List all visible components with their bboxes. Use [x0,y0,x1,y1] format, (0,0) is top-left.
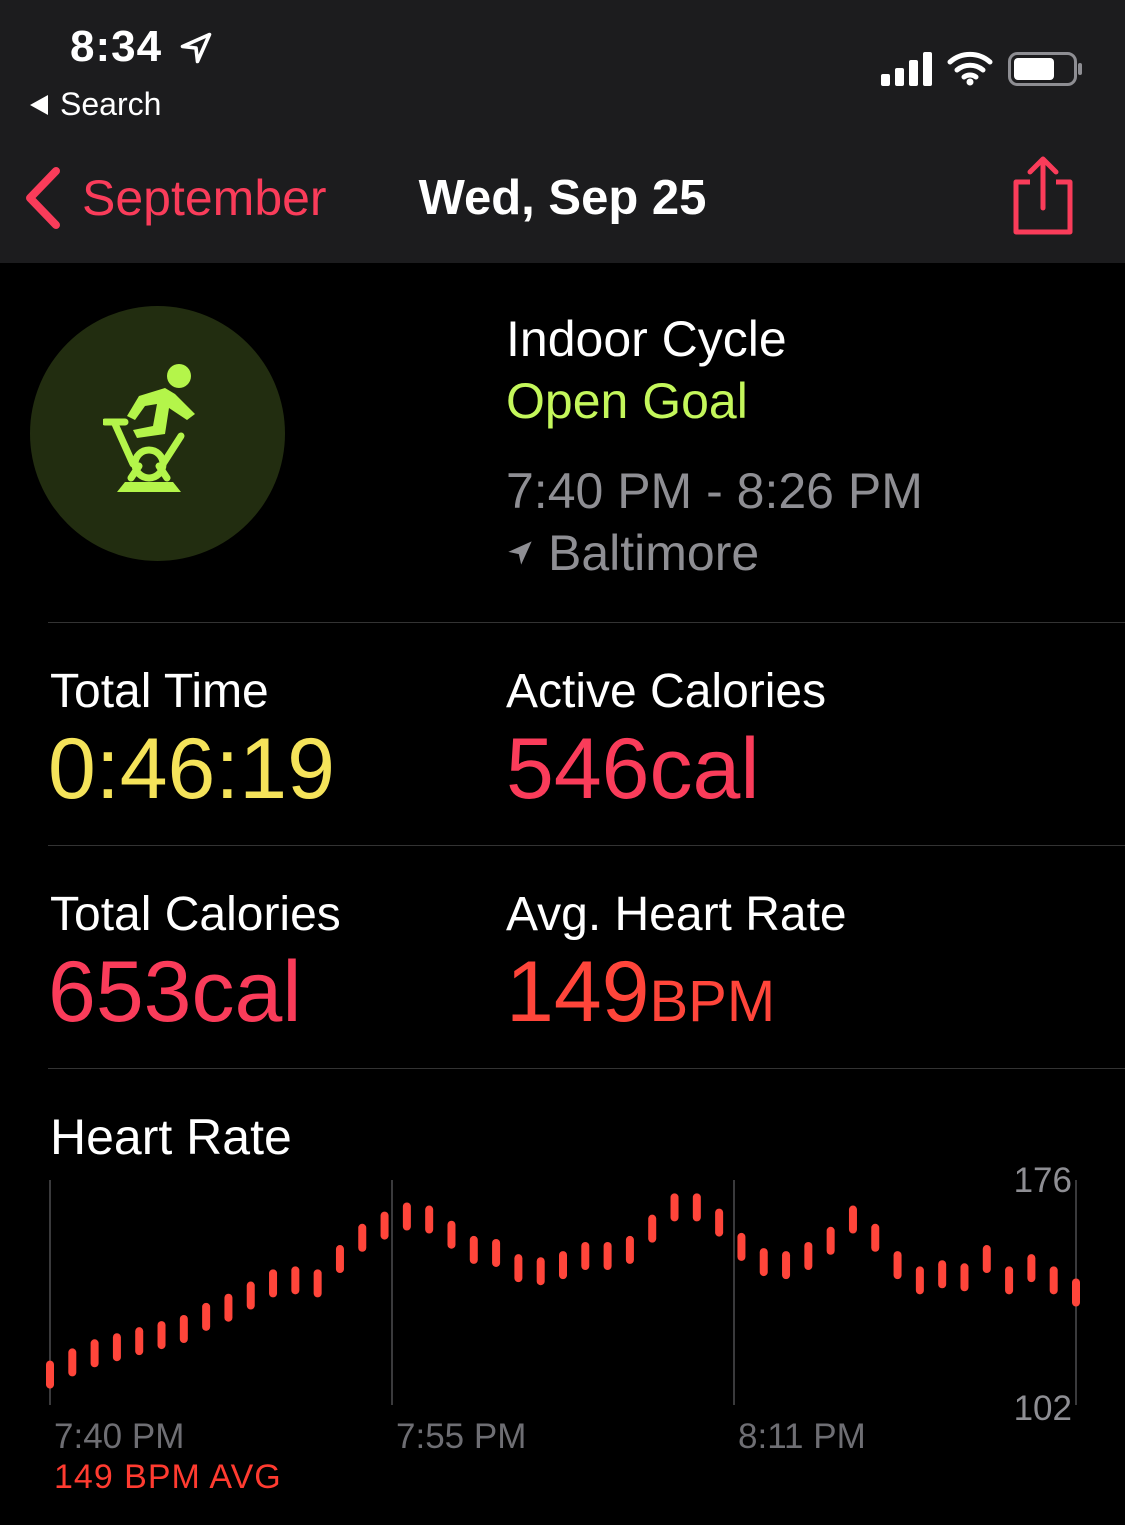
heart-rate-point [469,1235,478,1264]
x-tick-label: 8:11 PM [738,1417,866,1456]
back-button-label: September [82,170,327,226]
heart-rate-point [90,1339,99,1368]
y-min-label: 102 [1014,1389,1072,1428]
workout-goal: Open Goal [506,373,748,429]
heart-rate-avg-label: 149 BPM AVG [54,1458,282,1496]
avg-heart-rate-value: 149BPM [506,943,775,1042]
x-tick-label: 7:40 PM [54,1417,184,1456]
heart-rate-point [603,1242,612,1271]
workout-title: Indoor Cycle [506,311,787,367]
heart-rate-point [1049,1266,1058,1295]
heart-rate-point [625,1235,634,1264]
heart-rate-point [826,1226,835,1255]
page-title: Wed, Sep 25 [0,170,1125,226]
total-time-value: 0:46:19 [48,721,335,817]
location-arrow-icon [508,541,532,565]
y-max-label: 176 [1014,1161,1072,1200]
x-tick-label: 7:55 PM [396,1417,526,1456]
back-button-september[interactable]: September [22,165,327,231]
chart-x-labels: 7:40 PM 7:55 PM 8:11 PM [54,1417,866,1456]
heart-rate-point [848,1205,857,1234]
heart-rate-point [179,1314,188,1343]
total-time-label: Total Time [50,665,269,718]
workout-time-range: 7:40 PM - 8:26 PM [506,463,923,519]
heart-rate-point [938,1260,947,1289]
wifi-icon [947,51,993,86]
workout-type-badge [30,306,285,561]
back-triangle-icon [30,94,48,115]
heart-rate-point [380,1211,389,1240]
status-time: 8:34 [70,22,163,71]
heart-rate-point [313,1269,322,1298]
chevron-left-icon [26,167,60,229]
heart-rate-point [759,1248,768,1277]
heart-rate-point [715,1208,724,1237]
avg-heart-rate-label: Avg. Heart Rate [506,888,847,941]
heart-rate-point [157,1321,166,1350]
heart-rate-point [960,1263,969,1292]
heart-rate-point [224,1293,233,1322]
heart-rate-point [492,1238,501,1267]
heart-rate-point [112,1333,121,1362]
active-calories-label: Active Calories [506,665,827,718]
heart-rate-point [982,1245,991,1274]
indoor-cycle-icon [102,363,195,492]
heart-rate-point [402,1202,411,1231]
active-calories-value: 546cal [506,721,760,817]
heart-rate-point [692,1193,701,1222]
heart-rate-point [68,1348,77,1377]
heart-rate-point [804,1242,813,1271]
heart-rate-point [915,1266,924,1295]
divider [48,622,1125,623]
heart-rate-point [269,1269,278,1298]
total-calories-label: Total Calories [50,888,341,941]
heart-rate-point [514,1254,523,1283]
heart-rate-point [1072,1278,1080,1307]
heart-rate-point [202,1302,211,1331]
heart-rate-point [670,1193,679,1222]
chart-points [46,1193,1080,1389]
heart-rate-point [358,1223,367,1252]
heart-rate-point [559,1251,567,1280]
battery-icon [1008,52,1082,86]
heart-rate-point [1027,1254,1036,1283]
heart-rate-point [246,1281,255,1310]
page-title-text: Wed, Sep 25 [418,171,707,225]
cellular-signal-icon [881,52,932,86]
workout-location-label: Baltimore [548,525,760,581]
heart-rate-point [425,1205,434,1234]
back-to-app-label: Search [60,86,162,122]
avg-heart-rate-number: 149 [506,944,650,1040]
heart-rate-point [1005,1266,1014,1295]
heart-rate-point [737,1232,746,1261]
back-to-app-link[interactable]: Search [30,86,161,123]
heart-rate-point [648,1214,657,1243]
top-bar: 8:34 Search September Wed, Sep 25 [0,0,1125,263]
heart-rate-point [135,1327,144,1356]
heart-rate-point [536,1257,545,1286]
workout-location: Baltimore [506,524,759,582]
avg-heart-rate-unit: BPM [649,969,776,1034]
heart-rate-point [46,1360,54,1389]
total-calories-value: 653cal [48,944,302,1040]
heart-rate-point [893,1251,902,1280]
divider [48,845,1125,846]
heart-rate-point [335,1245,344,1274]
location-services-icon [180,32,212,64]
share-icon[interactable] [1008,156,1078,236]
heart-rate-title: Heart Rate [50,1109,292,1165]
heart-rate-point [782,1251,791,1280]
heart-rate-point [871,1223,880,1252]
heart-rate-point [447,1220,456,1249]
heart-rate-chart: 7:40 PM 7:55 PM 8:11 PM 176 102 [46,1161,1080,1456]
divider [48,1068,1125,1069]
heart-rate-point [581,1242,590,1271]
heart-rate-point [291,1266,300,1295]
